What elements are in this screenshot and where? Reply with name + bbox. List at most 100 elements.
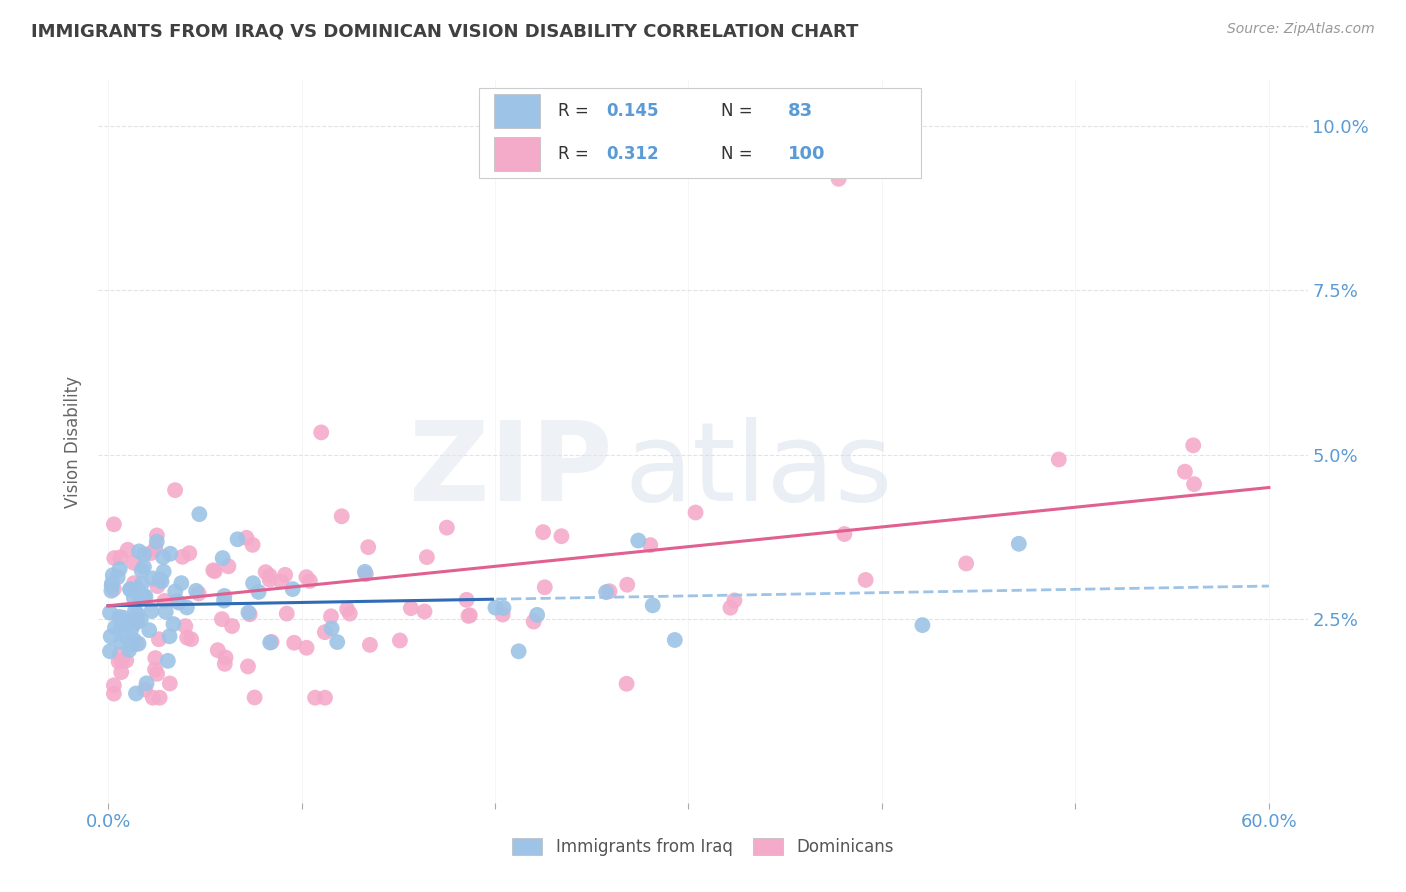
Point [101, 568, 124, 582]
Point [533, 580, 555, 594]
Text: IMMIGRANTS FROM IRAQ VS DOMINICAN VISION DISABILITY CORRELATION CHART: IMMIGRANTS FROM IRAQ VS DOMINICAN VISION… [31, 22, 858, 40]
Point [260, 635, 283, 649]
Point [155, 605, 177, 619]
Text: 0.312: 0.312 [606, 145, 659, 163]
Point [149, 573, 172, 587]
Point [143, 541, 166, 556]
Point [100, 579, 122, 593]
Point [103, 551, 125, 566]
Point [141, 571, 163, 585]
Point [188, 507, 211, 521]
Point [112, 610, 135, 624]
Point [330, 509, 353, 524]
Point [176, 600, 198, 615]
Point [120, 638, 142, 652]
Text: 100: 100 [787, 145, 825, 163]
Point [259, 573, 281, 587]
Point [132, 548, 155, 562]
Point [110, 550, 132, 565]
Point [243, 690, 266, 705]
Point [110, 634, 132, 648]
Point [111, 653, 134, 667]
Point [283, 636, 305, 650]
Point [108, 647, 131, 661]
Point [235, 531, 257, 545]
Point [298, 574, 321, 588]
Point [120, 582, 142, 597]
Point [326, 635, 349, 649]
Point [124, 612, 146, 626]
Text: atlas: atlas [624, 417, 893, 524]
Point [98, 606, 121, 620]
Point [309, 425, 332, 440]
Point [723, 593, 745, 607]
Point [254, 565, 277, 579]
Point [108, 610, 131, 624]
Point [138, 623, 160, 637]
Point [127, 615, 149, 629]
Point [159, 547, 181, 561]
Point [107, 655, 129, 669]
Point [184, 583, 207, 598]
Point [180, 632, 202, 647]
Point [120, 623, 142, 637]
Point [595, 585, 617, 599]
Point [955, 557, 977, 571]
Point [458, 608, 481, 623]
Point [641, 599, 664, 613]
Point [359, 638, 381, 652]
Point [236, 659, 259, 673]
Point [141, 604, 163, 618]
Point [281, 582, 304, 596]
Point [321, 621, 343, 635]
Point [125, 637, 148, 651]
Point [100, 629, 122, 643]
Point [139, 546, 162, 560]
Point [1182, 477, 1205, 491]
Point [142, 690, 165, 705]
Point [436, 521, 458, 535]
Point [132, 590, 155, 604]
Y-axis label: Vision Disability: Vision Disability [65, 376, 83, 508]
Point [110, 618, 132, 632]
Point [150, 574, 173, 589]
Point [98, 644, 121, 658]
Point [108, 562, 131, 576]
Point [146, 579, 169, 593]
Point [242, 538, 264, 552]
Point [354, 567, 377, 582]
Point [156, 654, 179, 668]
Point [550, 529, 572, 543]
Point [112, 615, 135, 630]
Point [221, 619, 243, 633]
Point [357, 540, 380, 554]
Point [1008, 537, 1031, 551]
Point [202, 563, 225, 577]
Point [152, 565, 174, 579]
Point [616, 677, 638, 691]
Point [170, 576, 193, 591]
Point [1182, 438, 1205, 452]
Point [127, 582, 149, 596]
Point [211, 551, 233, 566]
Bar [494, 137, 540, 171]
Point [117, 542, 139, 557]
Point [319, 609, 342, 624]
Point [187, 586, 209, 600]
Point [131, 577, 153, 591]
Point [103, 517, 125, 532]
Point [239, 607, 262, 622]
Point [104, 621, 127, 635]
Point [127, 607, 149, 621]
Legend: Immigrants from Iraq, Dominicans: Immigrants from Iraq, Dominicans [506, 831, 900, 863]
Point [336, 602, 359, 616]
Point [122, 576, 145, 591]
Point [295, 570, 318, 584]
Point [204, 564, 226, 578]
Point [217, 559, 239, 574]
Point [165, 584, 187, 599]
Point [122, 556, 145, 570]
Point [718, 600, 741, 615]
Point [399, 601, 422, 615]
Point [627, 533, 650, 548]
